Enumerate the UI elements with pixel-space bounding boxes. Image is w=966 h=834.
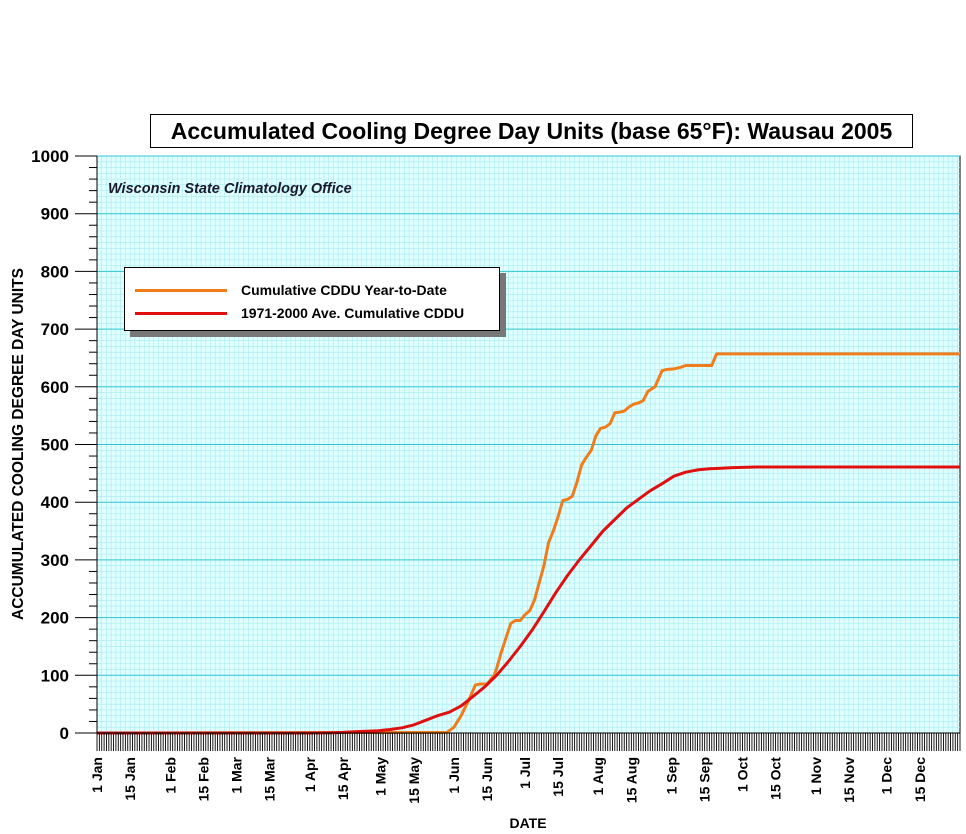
y-tick-label: 0 — [60, 724, 69, 743]
x-tick-label: 15 May — [406, 757, 422, 804]
x-tick-label: 15 Dec — [912, 757, 928, 802]
series-layer — [96, 352, 960, 735]
legend-item-ytd: Cumulative CDDU Year-to-Date — [135, 282, 447, 298]
series-line-ytd — [96, 352, 960, 735]
y-tick-label: 800 — [41, 262, 69, 281]
y-tick-label: 200 — [41, 609, 69, 628]
y-tick-label: 300 — [41, 551, 69, 570]
y-tick-label: 700 — [41, 320, 69, 339]
x-tick-label: 15 Jun — [479, 757, 495, 801]
x-tick-label: 1 Feb — [162, 757, 178, 794]
x-tick-label: 15 Mar — [262, 756, 278, 801]
x-tick-label: 15 Jan — [122, 757, 138, 801]
y-tick-label: 500 — [41, 436, 69, 455]
series-line-average — [97, 465, 960, 735]
legend-item-average: 1971-2000 Ave. Cumulative CDDU — [135, 305, 464, 321]
x-tick-label: 1 Jul — [517, 757, 533, 789]
x-tick-label: 15 Nov — [841, 757, 857, 803]
x-tick-label: 1 Apr — [302, 756, 318, 792]
x-tick-label: 1 Jan — [89, 757, 105, 793]
y-tick-label: 1000 — [31, 147, 69, 166]
x-tick-label: 15 Oct — [768, 757, 784, 800]
y-axis: 0 100 200 300 400 500 600 700 800 900 1000 — [31, 147, 98, 743]
y-tick-label: 600 — [41, 378, 69, 397]
x-tick-label: 1 Aug — [590, 757, 606, 795]
x-tick-label: 1 Jun — [446, 757, 462, 794]
x-tick-label: 15 Aug — [623, 757, 639, 803]
chart-title: Accumulated Cooling Degree Day Units (ba… — [150, 114, 913, 148]
y-tick-label: 400 — [41, 493, 69, 512]
x-tick-label: 15 Apr — [335, 756, 351, 800]
x-tick-label: 15 Sep — [697, 757, 713, 802]
legend-label-average: 1971-2000 Ave. Cumulative CDDU — [241, 305, 465, 321]
x-tick-label: 1 Dec — [879, 757, 895, 795]
x-tick-label: 1 Nov — [808, 757, 824, 795]
legend-swatch-average — [135, 311, 227, 315]
x-tick-label: 1 Mar — [228, 756, 244, 793]
legend-label-ytd: Cumulative CDDU Year-to-Date — [241, 282, 447, 298]
y-axis-label: ACCUMULATED COOLING DEGREE DAY UNITS — [10, 268, 27, 620]
x-axis-label: DATE — [509, 815, 547, 831]
chart-subtitle: Wisconsin State Climatology Office — [108, 181, 352, 197]
x-axis: 1 Jan 15 Jan 1 Feb 15 Feb 1 Mar 15 Mar 1 Apr 15… — [89, 732, 961, 804]
x-tick-label: 15 Jul — [550, 757, 566, 797]
y-tick-label: 100 — [41, 666, 69, 685]
x-tick-label: 15 Feb — [195, 757, 211, 801]
legend: Cumulative CDDU Year-to-Date 1971-2000 A… — [124, 267, 500, 331]
x-tick-label: 1 Sep — [664, 757, 680, 794]
legend-swatch-ytd — [135, 288, 227, 292]
y-tick-label: 900 — [41, 205, 69, 224]
x-tick-label: 1 May — [373, 757, 389, 796]
x-tick-label: 1 Oct — [734, 757, 750, 792]
